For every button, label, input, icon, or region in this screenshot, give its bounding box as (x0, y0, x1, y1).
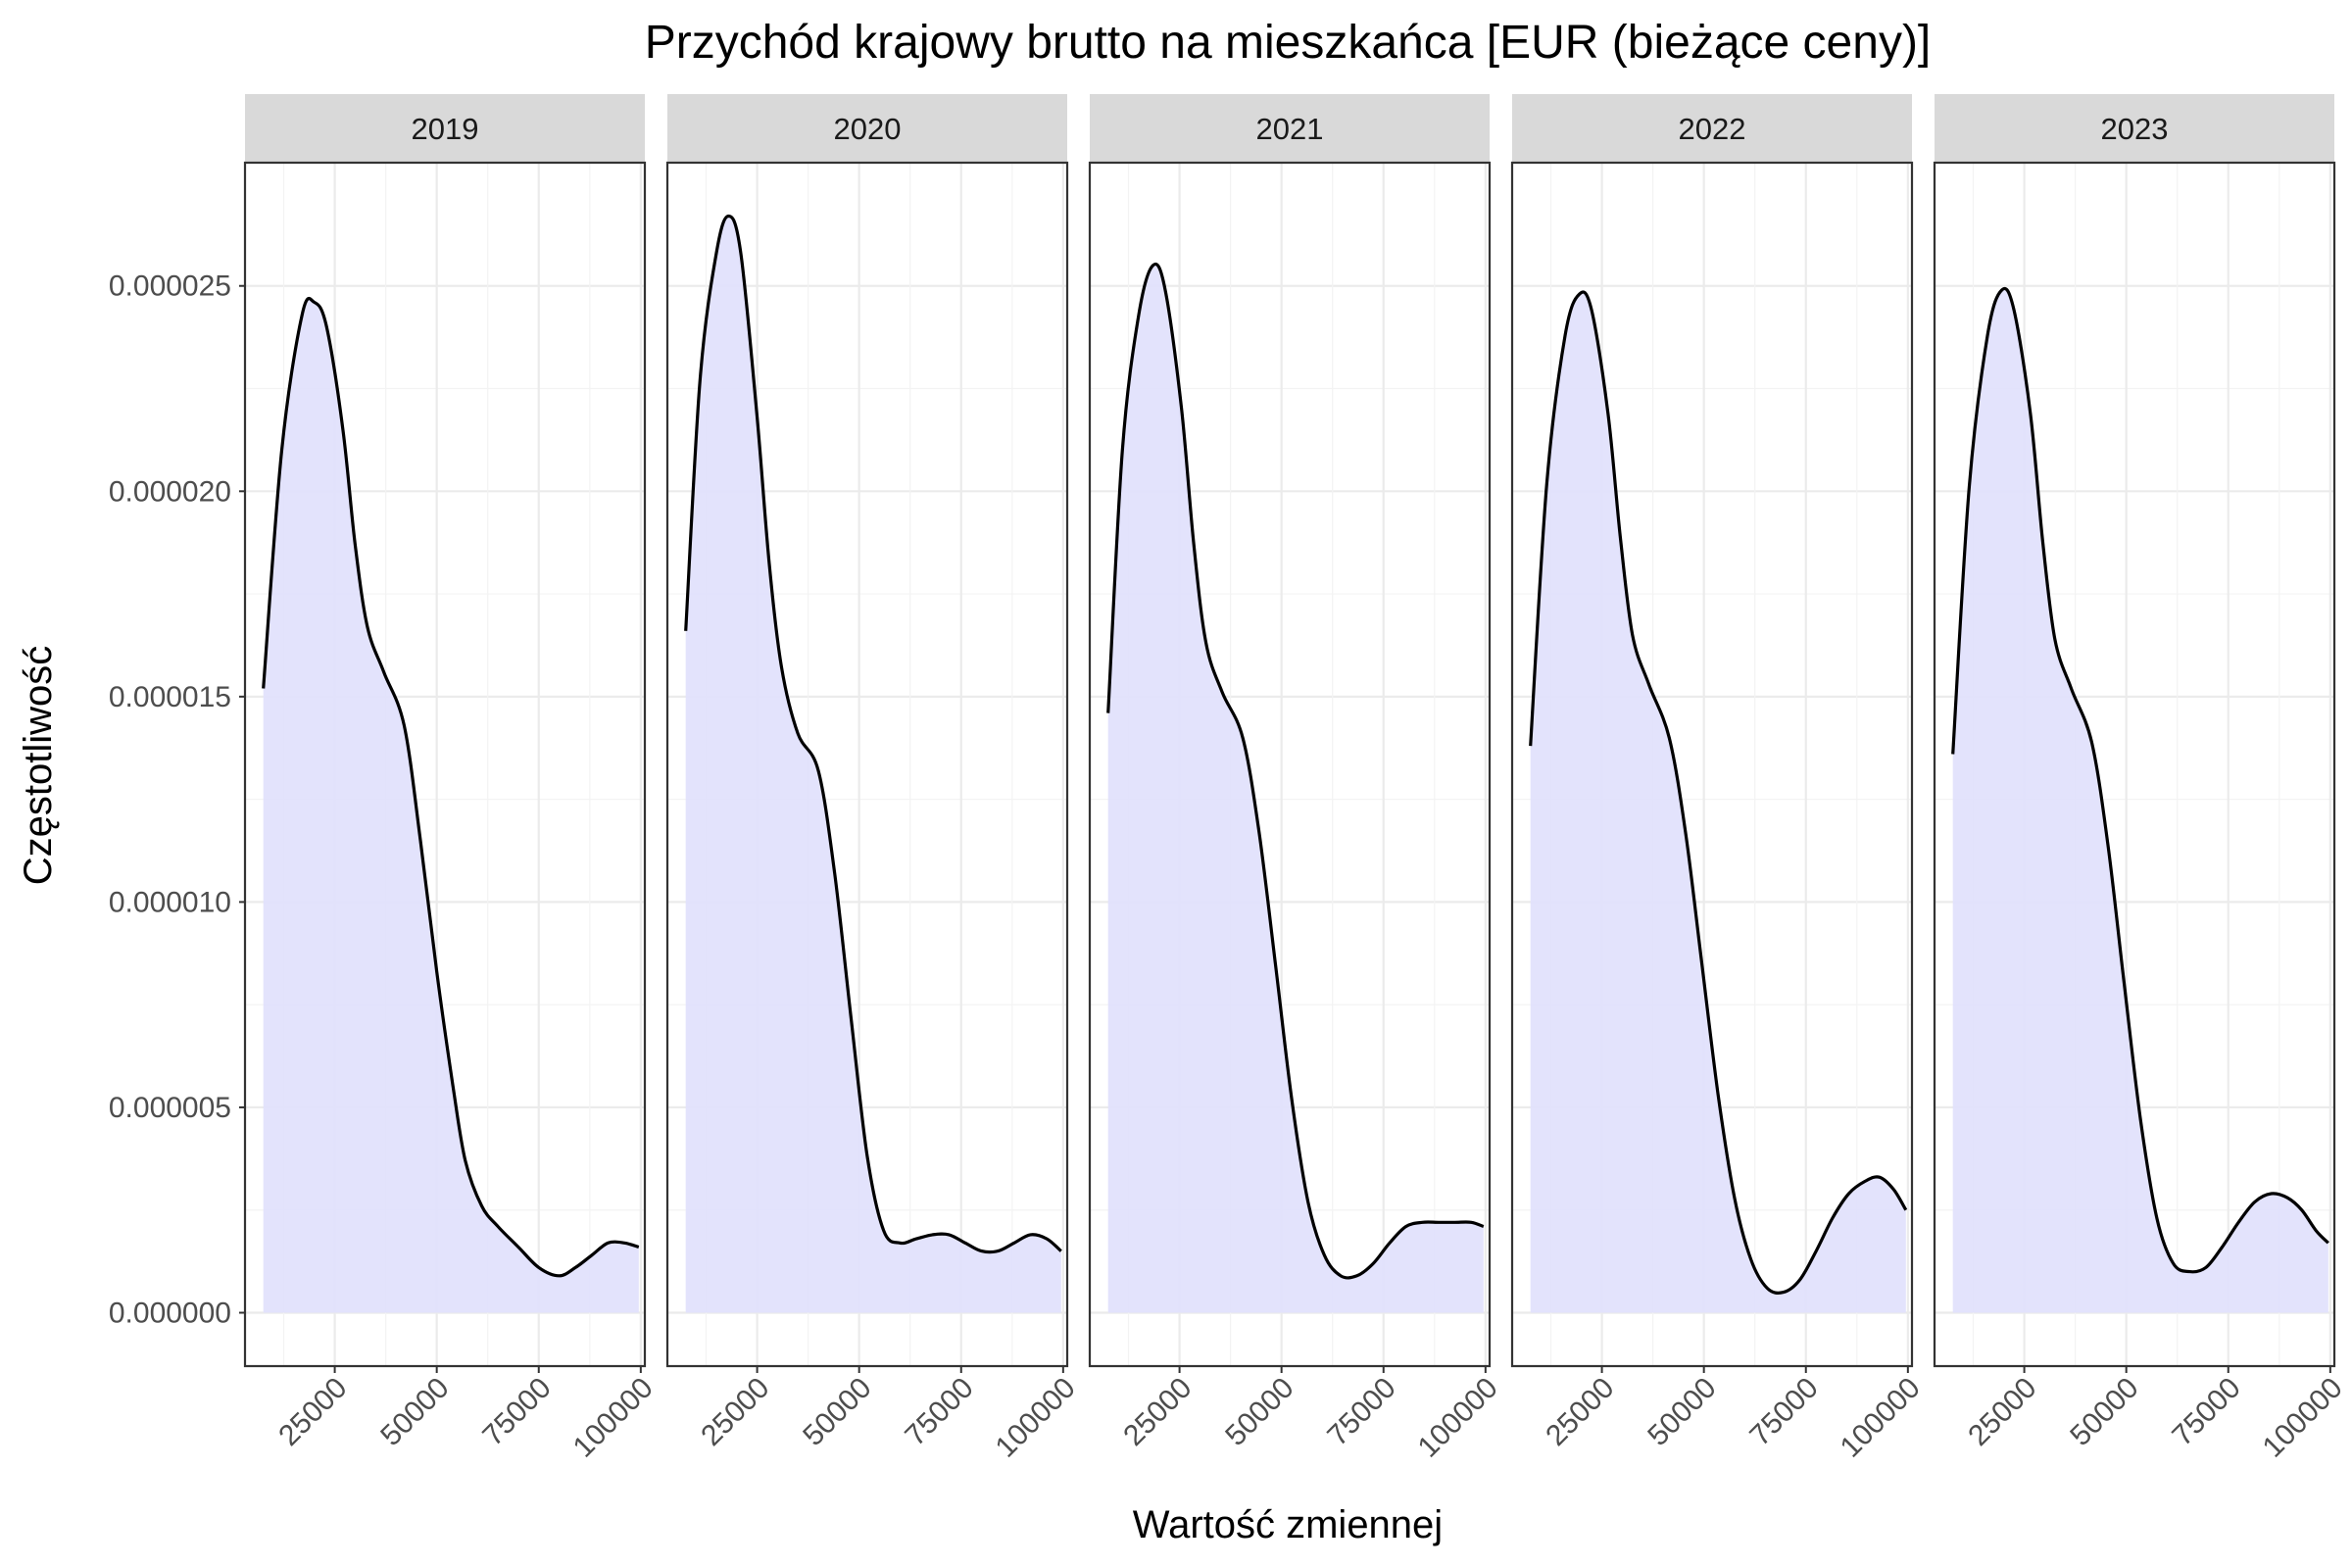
facet-strip-label: 2020 (834, 112, 902, 146)
facet-panel-2019: 2019 25000 50000 75000 100000 (243, 94, 660, 1464)
y-tick-label: 0.000010 (109, 886, 231, 918)
density-area (263, 298, 639, 1313)
x-tick-label: 25000 (272, 1372, 353, 1452)
density-line (262, 296, 640, 1278)
x-tick-label: 100000 (990, 1372, 1082, 1464)
facet-strip-label: 2023 (2101, 112, 2169, 146)
x-tick-label: 25000 (1962, 1372, 2042, 1452)
facet-strip (667, 94, 1067, 163)
panel-border (1510, 161, 1914, 1368)
y-tick-label: 0.000000 (109, 1298, 231, 1330)
facet-panel-2020: 2020 25000 50000 75000 100000 (665, 94, 1082, 1464)
x-tick-label: 25000 (1117, 1372, 1198, 1452)
facet-panel-2023: 2023 25000 50000 75000 100000 (1933, 94, 2349, 1464)
facet-strip (245, 94, 645, 163)
y-tick-label: 0.000025 (109, 270, 231, 303)
x-tick-label: 25000 (695, 1372, 775, 1452)
x-tick-label: 50000 (797, 1372, 877, 1452)
density-area (1530, 292, 1906, 1313)
density-area (1107, 264, 1484, 1313)
y-tick-label: 0.000005 (109, 1092, 231, 1124)
facet-strip (1512, 94, 1912, 163)
x-tick-label: 50000 (374, 1372, 455, 1452)
chart-title: Przychód krajowy brutto na mieszkańca [E… (645, 17, 1932, 69)
facet-strip (1935, 94, 2334, 163)
facet-strip-label: 2022 (1679, 112, 1746, 146)
x-tick-label: 50000 (1642, 1372, 1722, 1452)
x-tick-label: 100000 (2257, 1372, 2349, 1464)
facet-strip (1090, 94, 1490, 163)
facet-panel-2022: 2022 25000 50000 75000 100000 (1510, 94, 1927, 1464)
x-tick-label: 75000 (899, 1372, 979, 1452)
panel-border (1933, 161, 2336, 1368)
panel-border (243, 161, 647, 1368)
x-tick-label: 50000 (1219, 1372, 1299, 1452)
density-line (1106, 262, 1485, 1280)
density-area (1952, 288, 2328, 1313)
y-tick-label: 0.000020 (109, 475, 231, 508)
y-axis-title: Częstotliwość (17, 646, 60, 886)
x-tick-label: 75000 (1743, 1372, 1824, 1452)
y-tick-label: 0.000015 (109, 681, 231, 713)
density-line (1951, 286, 2329, 1274)
density-line (684, 214, 1062, 1254)
y-axis: 0.000000 0.000005 0.000010 0.000015 0.000020… (109, 270, 245, 1330)
panel-border (1088, 161, 1492, 1368)
facet-strip-label: 2019 (412, 112, 479, 146)
facet-panel-2021: 2021 25000 50000 75000 100000 (1088, 94, 1504, 1464)
x-tick-label: 75000 (1321, 1372, 1401, 1452)
facet-strip-label: 2021 (1256, 112, 1324, 146)
x-tick-label: 50000 (2064, 1372, 2144, 1452)
density-area (685, 216, 1061, 1313)
x-tick-label: 25000 (1540, 1372, 1620, 1452)
x-axis-title: Wartość zmiennej (1133, 1503, 1443, 1546)
density-line (1529, 290, 1908, 1295)
panel-border (665, 161, 1069, 1368)
x-tick-label: 75000 (2166, 1372, 2246, 1452)
x-tick-label: 100000 (1835, 1372, 1927, 1464)
x-tick-label: 75000 (476, 1372, 557, 1452)
x-tick-label: 100000 (567, 1372, 660, 1464)
x-tick-label: 100000 (1412, 1372, 1504, 1464)
